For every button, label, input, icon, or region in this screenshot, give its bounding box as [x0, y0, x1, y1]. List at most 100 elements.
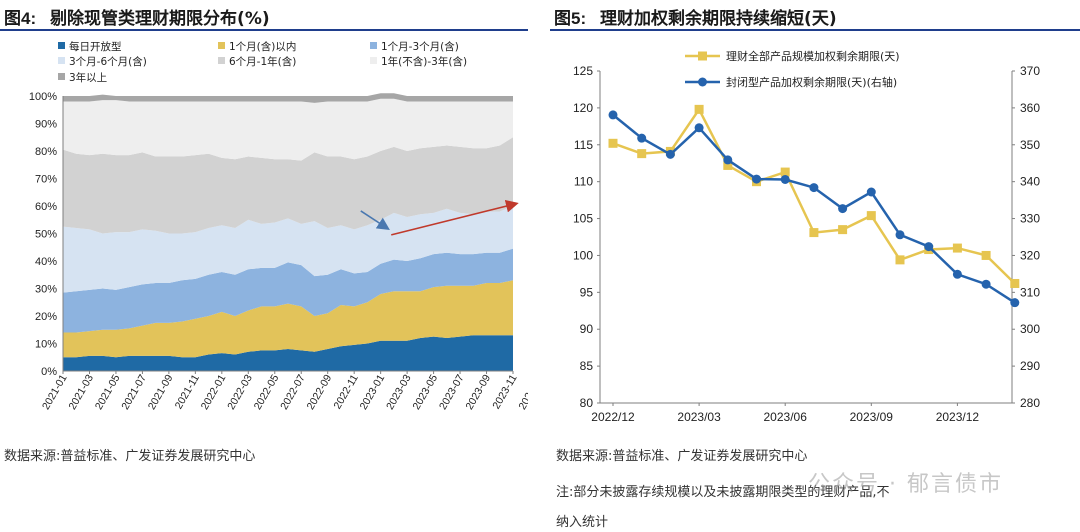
legend-marker-2 [698, 77, 707, 87]
x-tick-label: 2021-03 [66, 372, 96, 412]
y-tick-label: 30% [35, 284, 57, 296]
area-series-6 [63, 98, 513, 161]
x-tick-label: 2021-05 [93, 372, 123, 412]
series-1-point [809, 228, 819, 238]
right-y-tick-label: 300 [1020, 322, 1040, 336]
series-2-point [981, 279, 991, 289]
left-figure-title-text: 剔除现管类理财期限分布(%) [50, 9, 270, 29]
legend-label-2: 1个月(含)以内 [229, 40, 296, 53]
x-tick-label: 2023-03 [384, 372, 414, 412]
series-2-point [838, 204, 848, 214]
legend-label-5: 6个月-1年(含) [229, 55, 296, 68]
x-tick-label: 2023/06 [764, 410, 808, 424]
series-2-point [809, 183, 819, 193]
legend-swatch-1 [58, 42, 65, 49]
left-y-tick-label: 90 [580, 322, 594, 336]
series-2-point [723, 155, 733, 165]
y-tick-label: 70% [35, 174, 57, 186]
x-tick-label: 2022-09 [305, 372, 335, 412]
legend-label-3: 1个月-3个月(含) [381, 40, 459, 53]
x-tick-label: 2023-07 [437, 372, 467, 412]
right-y-tick-label: 350 [1020, 138, 1040, 152]
series-2-point [924, 242, 934, 252]
area-series-5 [63, 137, 513, 234]
y-tick-label: 60% [35, 201, 57, 213]
area-series-7 [63, 93, 513, 103]
series-1-point [952, 243, 962, 253]
left-y-tick-label: 100 [573, 248, 593, 262]
x-tick-label: 2022-07 [278, 372, 308, 412]
left-y-tick-label: 105 [573, 212, 593, 226]
legend-swatch-6 [370, 57, 377, 64]
series-2-point [780, 174, 790, 184]
series-2-point [694, 123, 704, 133]
series-1-point [694, 104, 704, 114]
legend-label-7: 3年以上 [69, 71, 107, 84]
area-series-2 [63, 280, 513, 358]
series-2-point [1010, 298, 1020, 308]
right-y-tick-label: 340 [1020, 175, 1040, 189]
left-stacked-area-chart: 每日开放型 1个月(含)以内 1个月-3个月(含) 3个月-6个月(含) 6个月-1年(… [29, 40, 528, 412]
series-1-point [895, 255, 905, 265]
left-y-tick-label: 120 [573, 101, 593, 115]
legend-marker-1 [698, 51, 707, 61]
watermark: 公众号 · 郁言债市 [808, 472, 1003, 497]
x-tick-label: 2023-05 [411, 372, 441, 412]
legend-label-2: 封闭型产品加权剩余期限(天)(右轴) [726, 75, 897, 89]
x-tick-label: 2023/12 [936, 410, 980, 424]
y-tick-label: 80% [35, 146, 57, 158]
legend-swatch-7 [58, 73, 65, 80]
right-line-chart: 理财全部产品规模加权剩余期限(天) 封闭型产品加权剩余期限(天)(右轴) 80 85 9… [573, 49, 1040, 424]
legend-swatch-3 [370, 42, 377, 49]
series-1-point [981, 250, 991, 260]
left-y-tick-label: 95 [580, 285, 594, 299]
y-tick-label: 10% [35, 339, 57, 351]
right-y-tick-label: 320 [1020, 248, 1040, 262]
y-tick-label: 40% [35, 256, 57, 268]
left-y-tick-label: 110 [574, 175, 593, 189]
x-tick-label: 2022/12 [591, 410, 635, 424]
series-1-point [637, 149, 647, 159]
series-line-1 [612, 106, 1016, 285]
right-y-tick-label: 280 [1020, 396, 1040, 410]
left-y-tick-label: 125 [573, 64, 593, 78]
x-tick-label: 2021-01 [40, 372, 70, 412]
series-1-point [780, 167, 790, 177]
right-figure-number: 图5: [554, 9, 587, 28]
legend-swatch-4 [58, 57, 65, 64]
right-y-tick-label: 370 [1020, 64, 1040, 78]
area-series-4 [63, 206, 513, 293]
x-tick-label: 2021-11 [173, 372, 202, 411]
x-tick-label: 2022-01 [199, 372, 229, 412]
x-tick-label: 2021-07 [119, 372, 149, 412]
x-tick-label: 2022-05 [252, 372, 282, 412]
y-tick-label: 0% [41, 366, 57, 378]
annotation-arrow-1 [360, 210, 390, 231]
right-y-tick-label: 290 [1020, 359, 1040, 373]
x-tick-label: 2023/09 [850, 410, 894, 424]
right-y-tick-label: 330 [1020, 212, 1040, 226]
y-tick-label: 90% [35, 119, 57, 131]
right-y-tick-label: 310 [1020, 285, 1040, 299]
series-2-point [637, 133, 647, 143]
x-tick-label: 2021-09 [146, 372, 176, 412]
x-tick-label: 2023-01 [358, 372, 388, 412]
right-footnote-line-1: 注:部分未披露存续规模以及未披露期限类型的理财产品,不 [556, 485, 890, 500]
legend-label-1: 每日开放型 [69, 40, 122, 53]
series-2-point [752, 174, 761, 184]
right-y-tick-label: 360 [1020, 101, 1040, 115]
left-title-rule [0, 29, 528, 31]
left-y-tick-label: 85 [580, 359, 594, 373]
y-tick-label: 20% [35, 311, 57, 323]
left-y-tick-label: 80 [580, 396, 594, 410]
series-2-point [665, 149, 675, 159]
legend-label-1: 理财全部产品规模加权剩余期限(天) [726, 49, 900, 63]
series-1-point [608, 138, 618, 148]
legend-label-6: 1年(不含)-3年(含) [381, 55, 467, 68]
series-1-point [723, 160, 733, 170]
right-footnote-line-2: 纳入统计 [556, 515, 609, 530]
area-series-3 [63, 248, 513, 333]
y-tick-label: 50% [35, 229, 57, 241]
legend-label-4: 3个月-6个月(含) [69, 55, 147, 68]
area-series-1 [63, 335, 513, 371]
